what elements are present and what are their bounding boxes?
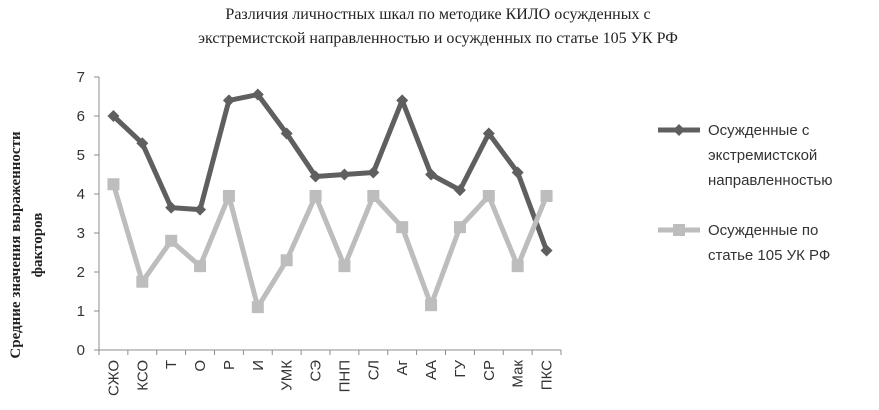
data-point [165, 201, 178, 214]
data-point [136, 137, 149, 150]
x-tick-labels: СЖО КСО Т О Р И УМК СЭ ПНП СЛ Аг АА ГУ СР Мак ПКС [105, 359, 555, 396]
x-tick-label: И [250, 360, 267, 371]
legend-label: Осужденные по [708, 222, 818, 239]
data-point [453, 221, 466, 234]
data-point [136, 275, 149, 288]
data-point [309, 189, 322, 202]
data-point [222, 189, 235, 202]
data-point [280, 254, 293, 267]
y-axis-label-line: факторов [30, 213, 46, 278]
legend-item: Осужденные с экстремистской направленность… [658, 122, 833, 189]
data-point [194, 203, 207, 216]
data-point [511, 166, 524, 179]
series-line [111, 183, 549, 310]
x-tick-label: Р [221, 360, 238, 370]
data-point [482, 189, 495, 202]
data-point [367, 166, 380, 179]
legend-label: статье 105 УК РФ [708, 247, 830, 264]
axes [94, 76, 562, 355]
data-point [107, 178, 120, 191]
chart-title: Различия личностных шкал по методике КИЛ… [198, 6, 678, 47]
y-axis-label-line: Средние значения выраженности [8, 131, 24, 359]
x-tick-label: О [192, 360, 209, 372]
data-point [367, 189, 380, 202]
y-tick-labels: 0 1 2 3 4 5 6 7 [77, 69, 85, 359]
legend-marker [673, 124, 685, 136]
legend-label: направленностью [708, 172, 833, 189]
data-point [251, 301, 264, 314]
data-point [338, 260, 351, 273]
x-tick-label: ГУ [452, 360, 469, 378]
y-tick-label: 3 [77, 225, 85, 242]
data-point [511, 260, 524, 273]
x-tick-label: СЭ [308, 360, 325, 382]
data-point [425, 168, 438, 181]
legend: Осужденные с экстремистской направленность… [658, 122, 833, 264]
data-point [453, 184, 466, 197]
x-tick-label: Аг [394, 359, 411, 375]
y-axis-label: Средние значения выраженности факторов [8, 131, 46, 359]
data-point [280, 127, 293, 140]
legend-label: Осужденные с [708, 122, 810, 139]
data-point [309, 170, 322, 183]
series-2 [107, 178, 553, 314]
data-point [396, 94, 409, 107]
data-point [194, 260, 207, 273]
y-tick-label: 7 [77, 69, 85, 86]
x-tick-label: Мак [510, 360, 527, 388]
x-tick-label: КСО [134, 360, 151, 391]
x-tick-label: СР [481, 360, 498, 381]
y-tick-label: 6 [77, 108, 85, 125]
chart-title-line: экстремистской направленностью и осужден… [198, 30, 678, 47]
chart-title-line: Различия личностных шкал по методике КИЛ… [225, 6, 650, 23]
data-point [482, 127, 495, 140]
x-tick-label: УМК [279, 360, 296, 391]
data-point [425, 299, 438, 312]
legend-item: Осужденные по статье 105 УК РФ [658, 222, 830, 264]
data-point [107, 110, 120, 122]
legend-marker [673, 224, 685, 236]
y-tick-label: 5 [77, 147, 85, 164]
data-point [251, 88, 264, 101]
y-tick-label: 4 [77, 186, 85, 203]
data-point [540, 189, 553, 202]
x-tick-label: ПНП [336, 360, 353, 392]
series-line [111, 92, 549, 252]
x-tick-label: ПКС [539, 360, 556, 390]
x-tick-label: СЖО [105, 360, 122, 396]
x-tick-label: Т [163, 360, 180, 369]
legend-label: экстремистской [708, 147, 817, 164]
data-point [338, 168, 351, 181]
series-1 [107, 88, 553, 257]
y-tick-label: 0 [77, 342, 85, 359]
y-tick-label: 2 [77, 264, 85, 281]
data-point [222, 94, 235, 107]
series [107, 88, 553, 314]
data-point [396, 221, 409, 234]
x-tick-label: СЛ [365, 360, 382, 380]
data-point [165, 234, 178, 247]
data-point [540, 244, 553, 257]
y-tick-label: 1 [77, 303, 85, 320]
x-tick-label: АА [423, 360, 440, 380]
